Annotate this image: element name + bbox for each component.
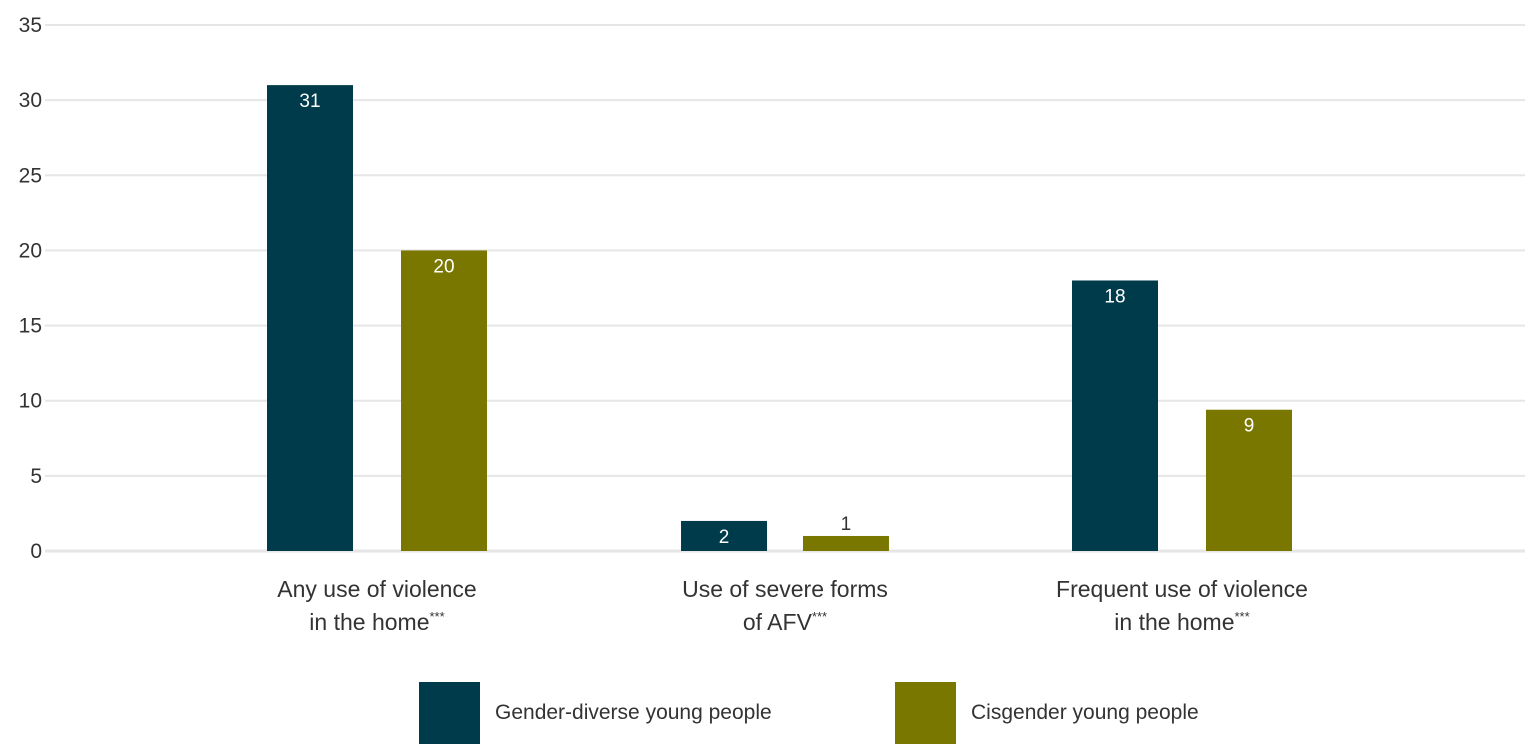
legend: Gender-diverse young people Cisgender yo… xyxy=(0,682,1539,744)
legend-label-cisgender: Cisgender young people xyxy=(971,701,1199,724)
bar xyxy=(401,250,487,551)
bar-value-label: 9 xyxy=(1244,416,1255,437)
legend-swatch-cisgender xyxy=(895,682,956,744)
category-label-line2: in the home*** xyxy=(1114,609,1249,635)
bar-value-label: 18 xyxy=(1104,286,1125,307)
bar-value-label: 1 xyxy=(841,514,852,535)
bar-chart-svg: 0 5 10 15 20 25 30 35 31 2 18 20 1 9 Any use of violen… xyxy=(19,14,1525,635)
bar xyxy=(802,535,889,551)
category-label-line1: Frequent use of violence xyxy=(1056,576,1308,602)
y-tick-label: 15 xyxy=(19,315,42,338)
legend-item-cisgender: Cisgender young people xyxy=(895,682,1199,744)
bar xyxy=(267,85,353,551)
category-label-line1: Use of severe forms xyxy=(682,576,888,602)
legend-swatch-gender-diverse xyxy=(419,682,480,744)
y-tick-label: 30 xyxy=(19,89,42,112)
category-label-line2: in the home*** xyxy=(309,609,444,635)
y-tick-label: 35 xyxy=(19,14,42,37)
category-label-line2: of AFV*** xyxy=(743,609,827,635)
y-tick-label: 25 xyxy=(19,164,42,187)
y-tick-label: 0 xyxy=(30,540,42,563)
bar xyxy=(681,520,768,551)
bar-value-label: 2 xyxy=(719,527,730,548)
bar xyxy=(1072,280,1158,551)
bar-value-label: 20 xyxy=(433,256,454,277)
category-label-line1: Any use of violence xyxy=(277,576,476,602)
legend-label-gender-diverse: Gender-diverse young people xyxy=(495,701,772,724)
y-tick-label: 5 xyxy=(30,465,42,488)
legend-item-gender-diverse: Gender-diverse young people xyxy=(419,682,772,744)
bar xyxy=(1206,409,1292,551)
y-tick-label: 20 xyxy=(19,239,42,262)
bar-value-label: 31 xyxy=(299,91,320,112)
y-tick-label: 10 xyxy=(19,390,42,413)
